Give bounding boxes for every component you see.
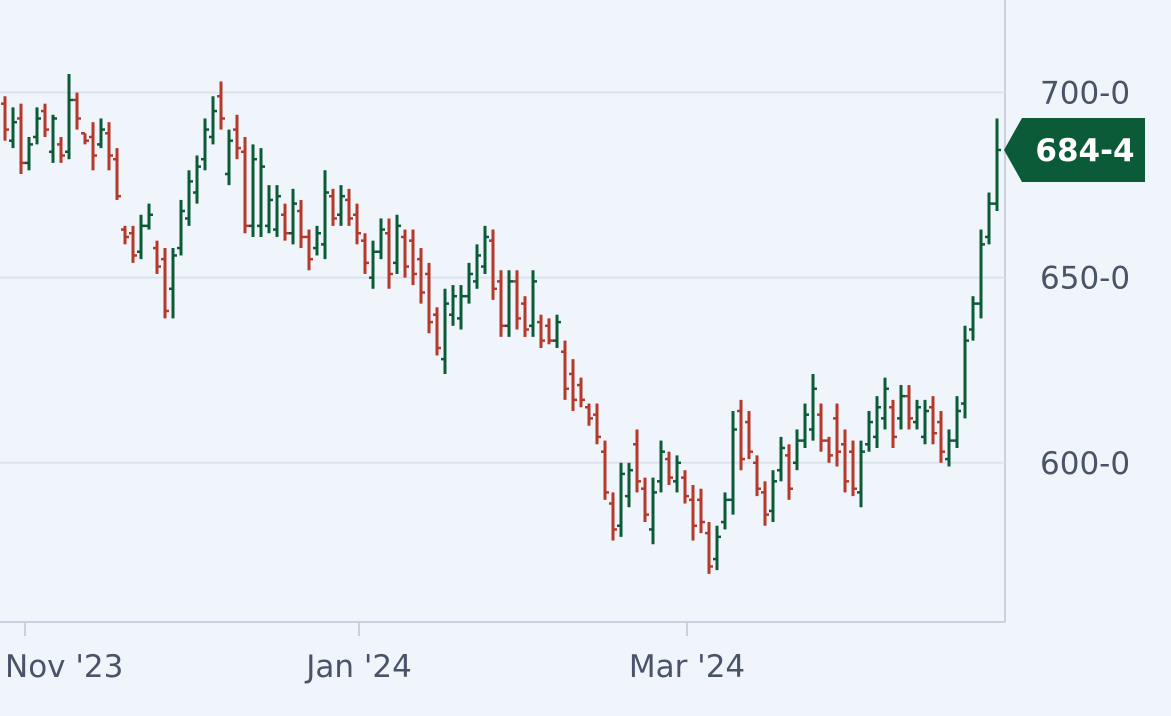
x-tick-label: Nov '23 [5, 649, 123, 685]
y-tick-label: 600-0 [1040, 446, 1130, 482]
y-tick-label: 650-0 [1040, 261, 1130, 297]
last-price-label: 684-4 [1035, 133, 1134, 169]
last-price-tag [1004, 117, 1145, 182]
x-tick-label: Mar '24 [629, 649, 745, 685]
x-tick-label: Jan '24 [304, 649, 412, 685]
y-tick-label: 700-0 [1040, 76, 1130, 112]
